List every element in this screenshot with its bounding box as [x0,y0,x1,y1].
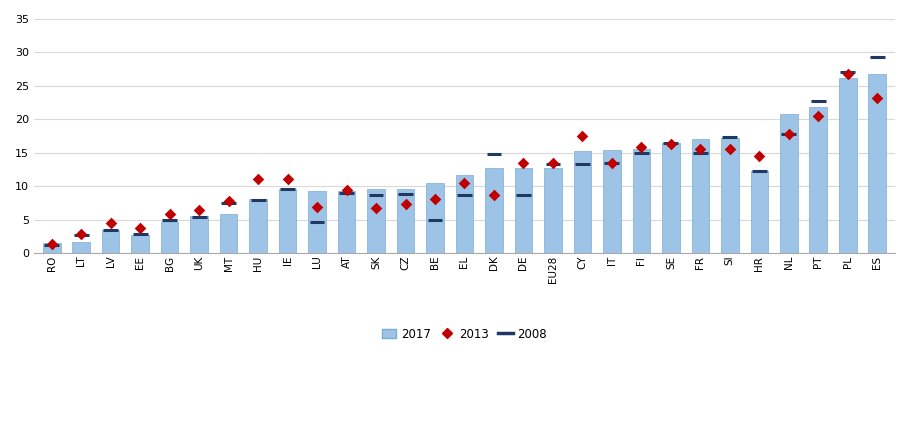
Point [251,176,266,183]
Bar [810,107,827,253]
Bar [544,168,561,253]
Bar [692,139,709,253]
Bar [219,214,238,253]
Point [104,219,118,226]
Point [752,153,766,159]
Point [162,210,177,217]
Point [693,146,708,153]
Bar [662,143,680,253]
Point [811,113,825,119]
Bar [161,222,178,253]
Point [546,159,561,166]
Bar [780,114,798,253]
Bar [573,151,592,253]
Legend: 2017, 2013, 2008: 2017, 2013, 2008 [378,323,551,346]
Point [280,176,295,183]
Point [74,231,88,238]
Point [45,240,59,247]
Point [428,196,442,203]
Point [133,225,147,232]
Bar [721,138,739,253]
Bar [426,183,444,253]
Bar [868,74,886,253]
Bar [43,243,61,253]
Bar [397,190,414,253]
Point [634,144,649,151]
Point [841,71,855,78]
Bar [751,171,768,253]
Point [663,141,678,147]
Point [575,133,590,139]
Point [604,160,619,167]
Point [487,191,501,198]
Bar [338,191,356,253]
Bar [456,175,473,253]
Point [192,206,207,213]
Point [723,145,737,152]
Bar [839,79,856,253]
Bar [515,168,532,253]
Bar [190,216,208,253]
Point [457,180,471,187]
Bar [102,230,119,253]
Point [516,159,531,166]
Point [399,201,413,207]
Bar [485,168,503,253]
Bar [131,235,149,253]
Point [339,187,354,193]
Bar [249,199,267,253]
Point [221,198,236,204]
Bar [72,241,90,253]
Point [309,204,324,210]
Point [782,130,796,137]
Bar [603,150,621,253]
Point [369,205,383,212]
Bar [308,191,326,253]
Bar [632,149,651,253]
Bar [278,190,297,253]
Bar [368,190,385,253]
Point [870,94,885,101]
